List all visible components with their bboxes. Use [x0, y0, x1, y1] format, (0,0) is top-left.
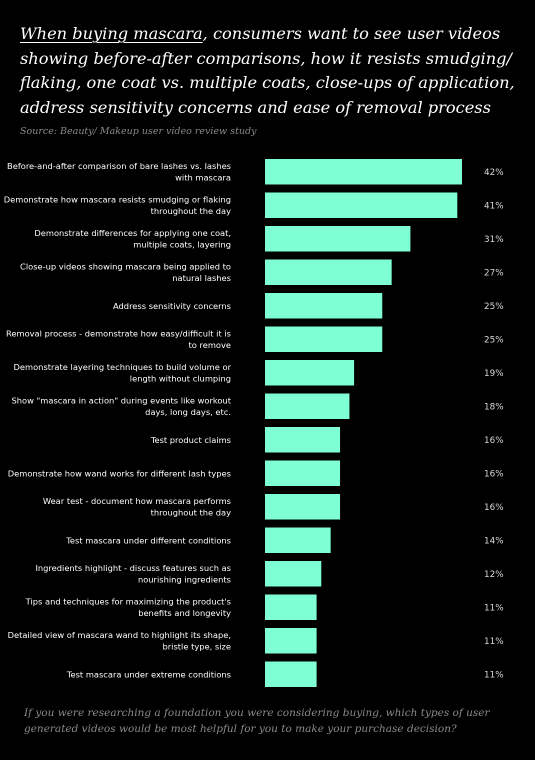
- category-label: Close-up videos showing mascara being ap…: [20, 262, 231, 284]
- value-label: 19%: [484, 369, 504, 379]
- bar: [265, 427, 341, 453]
- source-note: Source: Beauty/ Makeup user video review…: [20, 126, 257, 137]
- bar: [265, 360, 355, 386]
- value-label: 27%: [484, 268, 504, 278]
- headline-highlight: When buying mascara: [20, 24, 203, 43]
- value-label: 31%: [484, 235, 504, 245]
- category-label: Test mascara under extreme conditions: [66, 669, 231, 679]
- bar: [265, 326, 383, 352]
- bar: [265, 192, 458, 218]
- category-label: Demonstrate how mascara resists smudging…: [4, 195, 231, 217]
- category-label: Wear test - document how mascara perform…: [43, 496, 231, 518]
- bar: [265, 494, 341, 520]
- category-label: Demonstrate layering techniques to build…: [14, 362, 232, 384]
- value-label: 16%: [484, 469, 504, 479]
- bar: [265, 628, 317, 654]
- value-label: 11%: [484, 670, 504, 680]
- headline-text: , consumers want to see user videos show…: [20, 24, 515, 117]
- value-label: 14%: [484, 536, 504, 546]
- value-label: 42%: [484, 168, 504, 178]
- bar: [265, 561, 322, 587]
- value-label: 12%: [484, 570, 504, 580]
- category-label: Test product claims: [150, 435, 231, 445]
- bar-chart: Before-and-after comparison of bare lash…: [4, 159, 504, 687]
- value-label: 16%: [484, 503, 504, 513]
- category-label: Test mascara under different conditions: [65, 535, 231, 545]
- category-label: Before-and-after comparison of bare lash…: [7, 161, 231, 183]
- category-label: Show "mascara in action" during events l…: [11, 396, 231, 418]
- value-label: 18%: [484, 402, 504, 412]
- bar: [265, 661, 317, 687]
- category-label: Detailed view of mascara wand to highlig…: [8, 630, 231, 652]
- bar: [265, 527, 331, 553]
- survey-question-footnote: If you were researching a foundation you…: [24, 707, 490, 735]
- value-label: 41%: [484, 201, 504, 211]
- headline: When buying mascara, consumers want to s…: [20, 22, 520, 120]
- value-label: 11%: [484, 603, 504, 613]
- category-label: Demonstrate how wand works for different…: [8, 468, 231, 478]
- value-label: 11%: [484, 637, 504, 647]
- category-label: Demonstrate differences for applying one…: [34, 228, 231, 250]
- category-label: Removal process - demonstrate how easy/d…: [6, 329, 231, 351]
- value-label: 25%: [484, 335, 504, 345]
- value-label: 25%: [484, 302, 504, 312]
- value-label: 16%: [484, 436, 504, 446]
- bar: [265, 293, 383, 319]
- bar: [265, 393, 350, 419]
- bar: [265, 460, 341, 486]
- category-label: Ingredients highlight - discuss features…: [35, 563, 231, 585]
- bar: [265, 259, 392, 285]
- category-label: Address sensitivity concerns: [113, 301, 231, 311]
- bar: [265, 159, 462, 185]
- category-label: Tips and techniques for maximizing the p…: [25, 597, 231, 619]
- bar: [265, 594, 317, 620]
- bar: [265, 226, 411, 252]
